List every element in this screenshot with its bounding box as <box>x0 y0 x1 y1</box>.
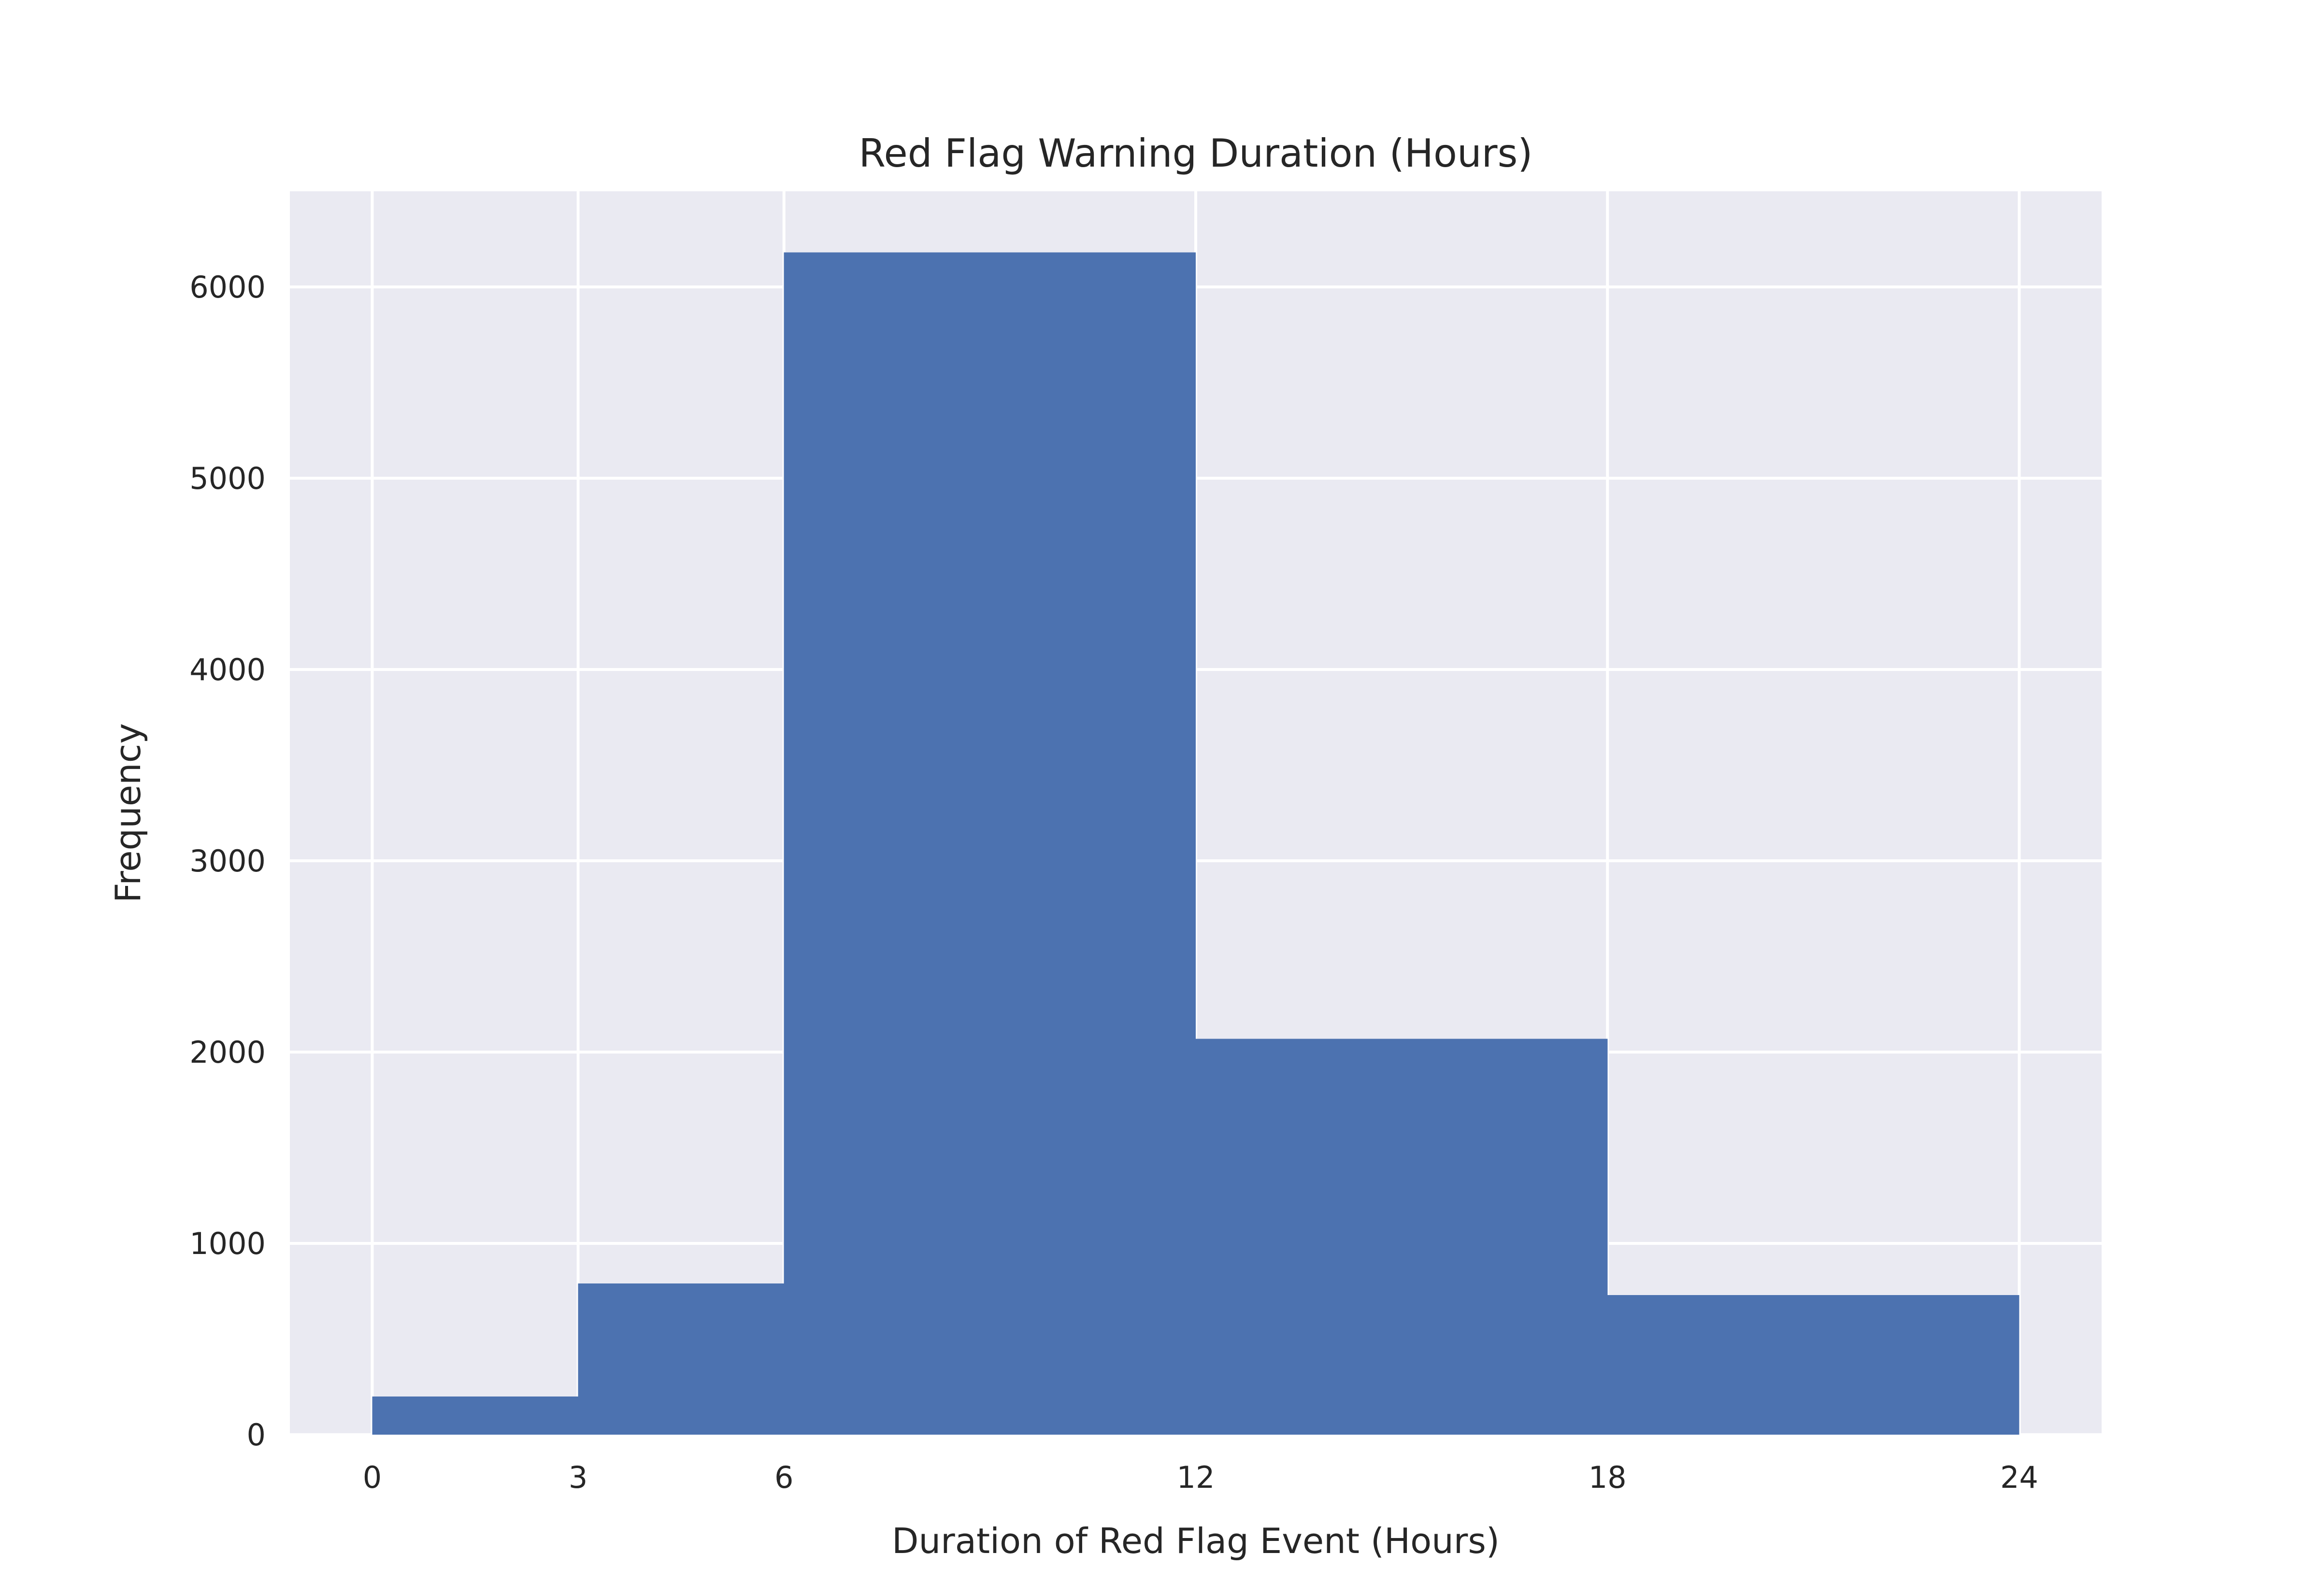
x-tick-label: 12 <box>1177 1460 1215 1495</box>
y-tick-label: 5000 <box>189 461 266 496</box>
y-tick-label: 1000 <box>189 1226 266 1261</box>
y-tick-label: 3000 <box>189 843 266 879</box>
y-tick-label: 6000 <box>189 270 266 305</box>
histogram-bar <box>1196 1039 1608 1435</box>
histogram-bar <box>784 252 1196 1435</box>
y-axis-ticks: 0 1000 2000 3000 4000 5000 6000 <box>189 270 266 1453</box>
x-tick-label: 3 <box>569 1460 587 1495</box>
histogram-bars <box>372 252 2019 1435</box>
x-tick-label: 6 <box>774 1460 793 1495</box>
histogram-bar <box>372 1396 578 1435</box>
y-axis-label: Frequency <box>108 723 148 903</box>
histogram-bar <box>578 1283 784 1435</box>
y-tick-label: 2000 <box>189 1035 266 1070</box>
y-tick-label: 0 <box>247 1417 266 1453</box>
histogram-bar <box>1607 1295 2019 1435</box>
y-tick-label: 4000 <box>189 652 266 687</box>
chart-title: Red Flag Warning Duration (Hours) <box>859 131 1533 176</box>
x-tick-label: 0 <box>363 1460 382 1495</box>
x-tick-label: 18 <box>1589 1460 1627 1495</box>
x-tick-label: 24 <box>2000 1460 2038 1495</box>
x-axis-ticks: 0 3 6 12 18 24 <box>363 1460 2038 1495</box>
x-axis-label: Duration of Red Flag Event (Hours) <box>892 1521 1500 1561</box>
